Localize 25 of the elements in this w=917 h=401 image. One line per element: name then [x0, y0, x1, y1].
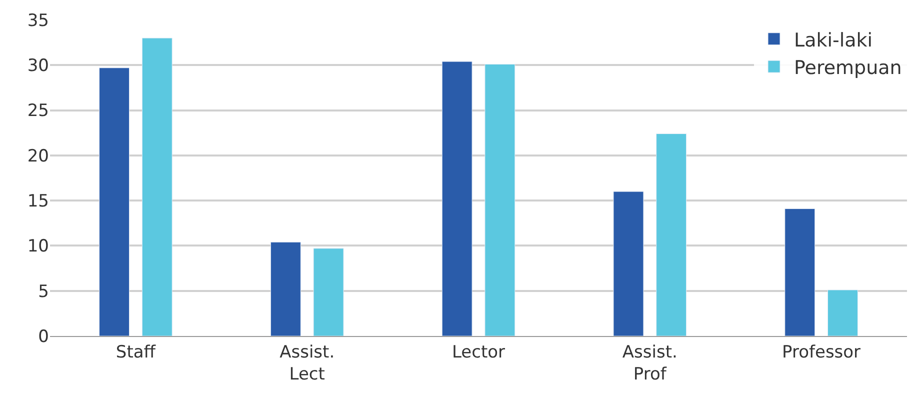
bar — [313, 248, 344, 336]
bar — [99, 68, 130, 336]
bar — [442, 61, 472, 336]
y-tick-label: 35 — [27, 10, 49, 31]
bar — [784, 208, 816, 336]
y-tick-label: 30 — [27, 56, 49, 76]
x-tick-label: Assist. Prof — [622, 342, 678, 384]
y-tick-label: 10 — [27, 236, 49, 257]
bar — [613, 191, 644, 336]
y-tick-label: 0 — [38, 326, 49, 347]
y-tick-label: 20 — [27, 146, 49, 166]
bar — [484, 64, 516, 336]
x-tick-label: Staff — [116, 342, 157, 362]
x-tick-label: Professor — [782, 342, 861, 362]
legend-label: Perempuan — [794, 56, 902, 79]
x-tick-label: Assist. Lect — [280, 342, 335, 384]
bar — [827, 290, 858, 336]
x-tick-label: Lector — [452, 342, 506, 362]
bar — [270, 242, 301, 336]
bar — [142, 38, 172, 336]
y-tick-label: 5 — [38, 282, 49, 302]
y-tick-label: 25 — [27, 101, 49, 122]
y-tick-label: 15 — [27, 192, 49, 212]
bar — [656, 134, 687, 336]
legend-label: Laki-laki — [794, 29, 873, 52]
